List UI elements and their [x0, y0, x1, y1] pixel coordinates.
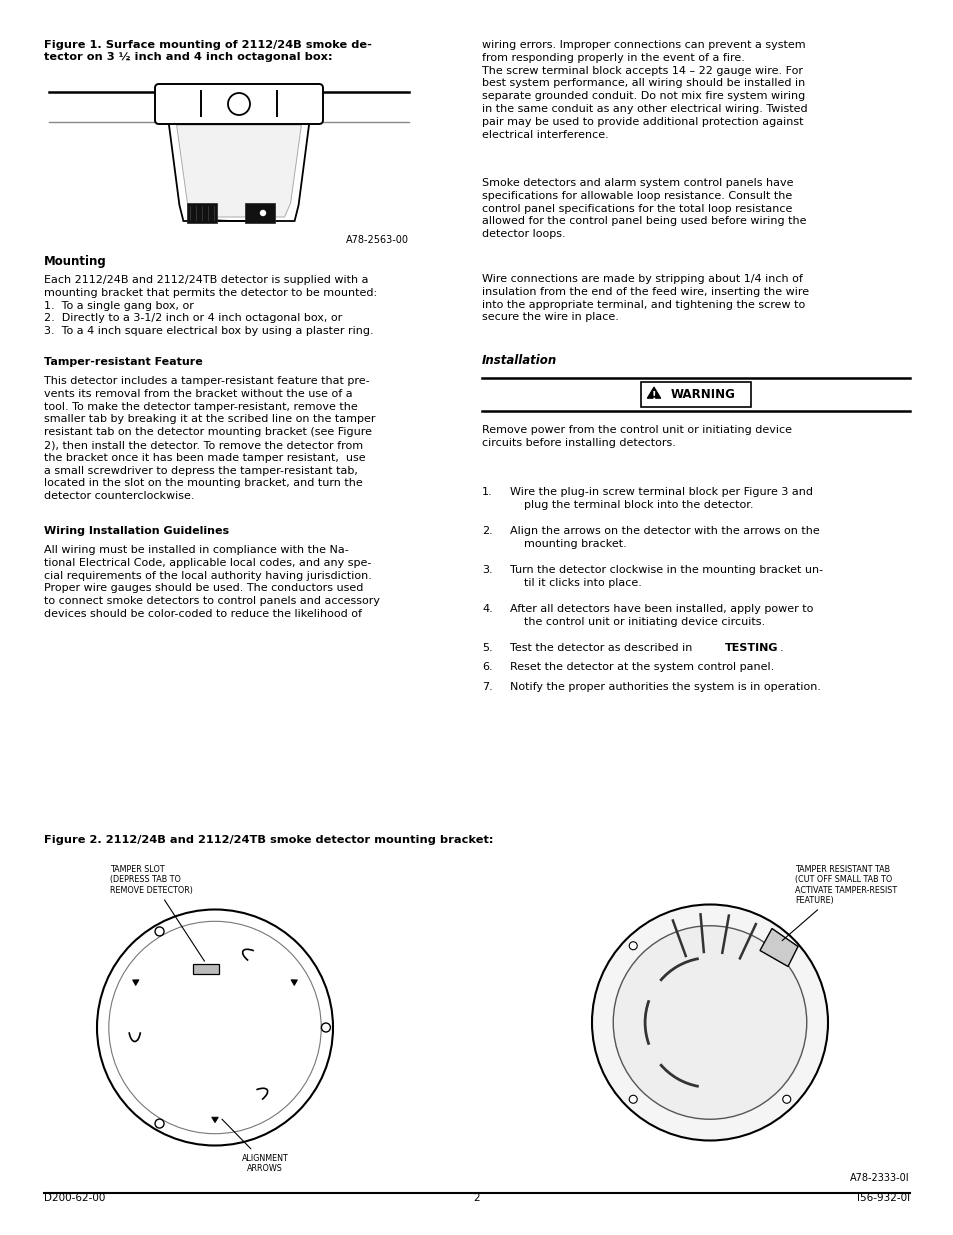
- Text: 5.: 5.: [481, 643, 492, 653]
- Polygon shape: [169, 122, 309, 221]
- Circle shape: [155, 927, 164, 936]
- Text: Wire connections are made by stripping about 1/4 inch of
insulation from the end: Wire connections are made by stripping a…: [481, 274, 808, 322]
- Text: Align the arrows on the detector with the arrows on the
    mounting bracket.: Align the arrows on the detector with th…: [510, 526, 819, 548]
- Text: D200-62-00: D200-62-00: [44, 1193, 105, 1203]
- Bar: [640, 382, 750, 408]
- Text: Turn the detector clockwise in the mounting bracket un-
    til it clicks into p: Turn the detector clockwise in the mount…: [510, 564, 822, 588]
- Bar: [193, 963, 219, 973]
- Text: Remove power from the control unit or initiating device
circuits before installi: Remove power from the control unit or in…: [481, 425, 791, 448]
- Circle shape: [629, 942, 637, 950]
- Text: WARNING: WARNING: [670, 388, 735, 401]
- Circle shape: [782, 942, 790, 950]
- Text: I56-932-0I: I56-932-0I: [856, 1193, 909, 1203]
- Text: All wiring must be installed in compliance with the Na-
tional Electrical Code, : All wiring must be installed in complian…: [44, 545, 379, 619]
- Polygon shape: [212, 1118, 218, 1123]
- Polygon shape: [291, 979, 297, 986]
- Text: .: .: [780, 643, 782, 653]
- Text: 2: 2: [474, 1193, 479, 1203]
- Polygon shape: [646, 387, 660, 398]
- Circle shape: [109, 921, 321, 1134]
- Text: Notify the proper authorities the system is in operation.: Notify the proper authorities the system…: [510, 682, 821, 692]
- Text: TAMPER RESISTANT TAB
(CUT OFF SMALL TAB TO
ACTIVATE TAMPER-RESIST
FEATURE): TAMPER RESISTANT TAB (CUT OFF SMALL TAB …: [781, 864, 896, 941]
- Circle shape: [613, 926, 806, 1119]
- Text: Reset the detector at the system control panel.: Reset the detector at the system control…: [510, 662, 774, 673]
- Text: Wiring Installation Guidelines: Wiring Installation Guidelines: [44, 526, 229, 536]
- Text: 4.: 4.: [481, 604, 493, 614]
- Text: TAMPER SLOT
(DEPRESS TAB TO
REMOVE DETECTOR): TAMPER SLOT (DEPRESS TAB TO REMOVE DETEC…: [110, 864, 204, 961]
- Text: 3.: 3.: [481, 564, 492, 576]
- Text: After all detectors have been installed, apply power to
    the control unit or : After all detectors have been installed,…: [510, 604, 813, 627]
- Bar: [245, 203, 274, 224]
- Text: Smoke detectors and alarm system control panels have
specifications for allowabl: Smoke detectors and alarm system control…: [481, 178, 805, 240]
- Text: Mounting: Mounting: [44, 254, 107, 268]
- FancyBboxPatch shape: [154, 84, 323, 124]
- Circle shape: [155, 1119, 164, 1128]
- Circle shape: [97, 909, 333, 1146]
- Circle shape: [592, 904, 827, 1140]
- Text: This detector includes a tamper-resistant feature that pre-
vents its removal fr: This detector includes a tamper-resistan…: [44, 375, 375, 501]
- Text: A78-2333-0I: A78-2333-0I: [849, 1173, 909, 1183]
- Circle shape: [321, 1023, 330, 1032]
- Text: Figure 1. Surface mounting of 2112/24B smoke de-
tector on 3 ½ inch and 4 inch o: Figure 1. Surface mounting of 2112/24B s…: [44, 40, 372, 63]
- Circle shape: [260, 210, 265, 215]
- Text: Tamper-resistant Feature: Tamper-resistant Feature: [44, 357, 203, 367]
- Text: !: !: [651, 390, 656, 400]
- Bar: [187, 203, 216, 224]
- Text: 1.: 1.: [481, 487, 492, 496]
- Circle shape: [782, 1095, 790, 1103]
- Text: Wire the plug-in screw terminal block per Figure 3 and
    plug the terminal blo: Wire the plug-in screw terminal block pe…: [510, 487, 812, 510]
- Text: wiring errors. Improper connections can prevent a system
from responding properl: wiring errors. Improper connections can …: [481, 40, 807, 140]
- Text: 6.: 6.: [481, 662, 492, 673]
- Text: 7.: 7.: [481, 682, 493, 692]
- Text: Figure 2. 2112/24B and 2112/24TB smoke detector mounting bracket:: Figure 2. 2112/24B and 2112/24TB smoke d…: [44, 835, 493, 845]
- Text: TESTING: TESTING: [724, 643, 778, 653]
- Circle shape: [228, 93, 250, 115]
- Polygon shape: [132, 979, 139, 986]
- Polygon shape: [760, 929, 797, 967]
- Circle shape: [629, 1095, 637, 1103]
- Polygon shape: [176, 125, 301, 217]
- Text: ALIGNMENT
ARROWS: ALIGNMENT ARROWS: [222, 1119, 288, 1173]
- Text: Test the detector as described in: Test the detector as described in: [510, 643, 695, 653]
- Text: Installation: Installation: [481, 354, 557, 367]
- Text: 2.: 2.: [481, 526, 493, 536]
- Text: A78-2563-00: A78-2563-00: [346, 235, 409, 245]
- Text: Each 2112/24B and 2112/24TB detector is supplied with a
mounting bracket that pe: Each 2112/24B and 2112/24TB detector is …: [44, 275, 376, 336]
